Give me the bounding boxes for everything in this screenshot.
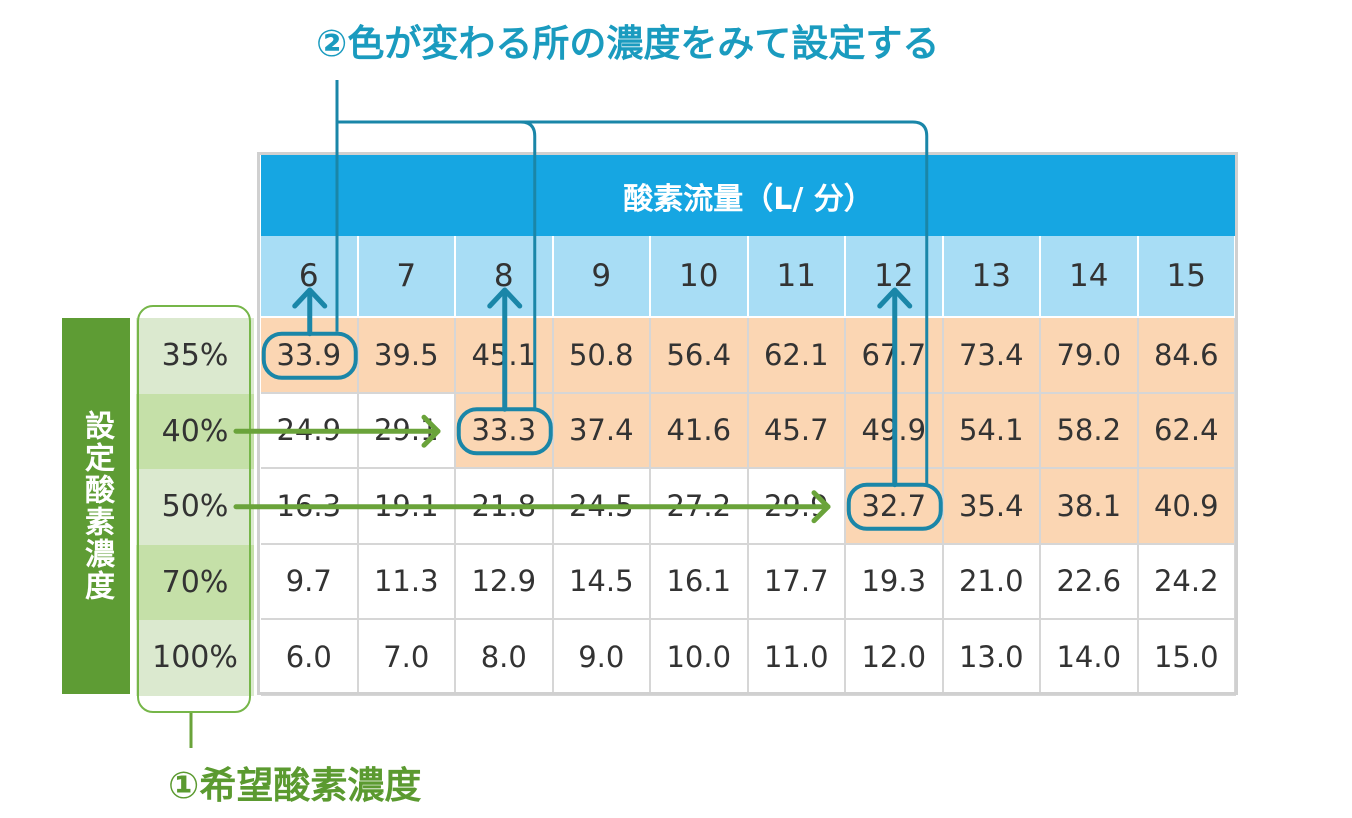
value-cell: 45.7: [748, 393, 846, 469]
value-cell: 39.5: [358, 318, 456, 394]
value-cell: 13.0: [943, 620, 1041, 696]
value-cell: 10.0: [651, 620, 749, 696]
connector-to-third: [484, 120, 929, 485]
flow-header-cell: 10: [651, 236, 749, 316]
value-cell: 9.7: [261, 544, 359, 620]
instruction-step-2: ②色が変わる所の濃度をみて設定する: [316, 22, 940, 65]
value-cell: 35.4: [943, 469, 1041, 545]
value-cell: 54.1: [943, 393, 1041, 469]
value-cell: 19.3: [846, 544, 944, 620]
value-cell: 9.0: [553, 620, 651, 696]
value-cell: 73.4: [943, 318, 1041, 394]
value-cell: 14.5: [553, 544, 651, 620]
side-label: 設定酸素濃度: [62, 318, 130, 694]
value-cell: 58.2: [1041, 393, 1139, 469]
up-arrow-head: [292, 287, 328, 309]
flow-header-cell: 7: [358, 236, 456, 316]
flow-header-cell: 14: [1041, 236, 1139, 316]
value-cell: 79.0: [1041, 318, 1139, 394]
value-cell: 7.0: [358, 620, 456, 696]
value-cell: 21.0: [943, 544, 1041, 620]
value-cell: 12.0: [846, 620, 944, 696]
flow-header-cell: 15: [1138, 236, 1236, 316]
value-cell: 15.0: [1138, 620, 1236, 696]
value-cell: 24.2: [1138, 544, 1236, 620]
highlight-box: [456, 407, 553, 456]
up-arrow-head: [877, 287, 913, 309]
concentration-label: 35%: [136, 318, 254, 394]
value-cell: 37.4: [553, 393, 651, 469]
value-cell: 50.8: [553, 318, 651, 394]
value-cell: 12.9: [456, 544, 554, 620]
flow-header-cell: 13: [943, 236, 1041, 316]
flow-header-cell: 9: [553, 236, 651, 316]
value-cell: 22.6: [1041, 544, 1139, 620]
value-cell: 6.0: [261, 620, 359, 696]
row-arrow-head: [811, 490, 831, 524]
concentration-label: 100%: [136, 620, 254, 696]
value-cell: 62.1: [748, 318, 846, 394]
value-cell: 41.6: [651, 393, 749, 469]
value-cell: 11.3: [358, 544, 456, 620]
flow-header-cell: 11: [748, 236, 846, 316]
concentration-label: 70%: [136, 544, 254, 620]
value-cell: 14.0: [1041, 620, 1139, 696]
row-arrow-head: [421, 414, 441, 448]
highlight-box: [846, 482, 943, 531]
side-label-text: 設定酸素濃度: [79, 410, 114, 602]
instruction-step-1: ①希望酸素濃度: [168, 764, 422, 807]
value-cell: 16.1: [651, 544, 749, 620]
highlight-box: [261, 331, 358, 380]
value-cell: 11.0: [748, 620, 846, 696]
value-cell: 62.4: [1138, 393, 1236, 469]
table-header: 酸素流量（L/ 分）: [261, 155, 1236, 236]
value-cell: 8.0: [456, 620, 554, 696]
value-cell: 84.6: [1138, 318, 1236, 394]
value-cell: 17.7: [748, 544, 846, 620]
value-cell: 56.4: [651, 318, 749, 394]
value-cell: 38.1: [1041, 469, 1139, 545]
up-arrow-head: [487, 287, 523, 309]
